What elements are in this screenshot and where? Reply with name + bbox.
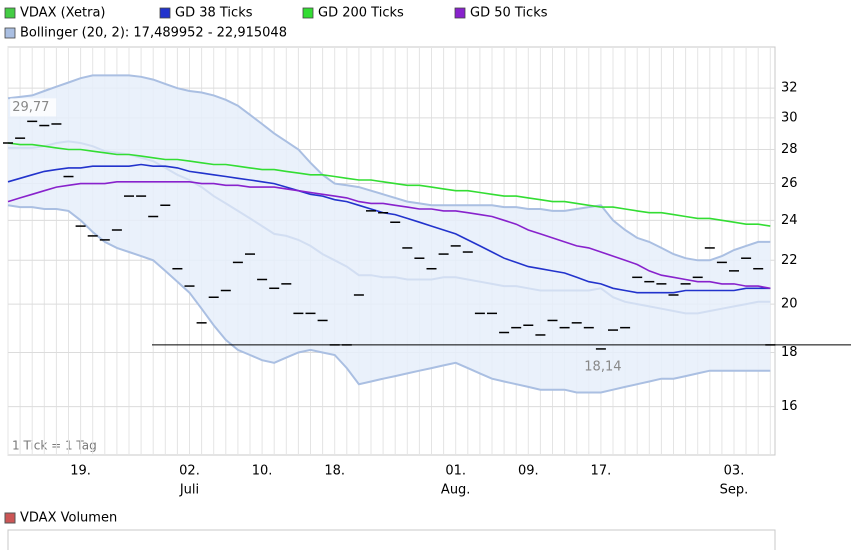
y-tick-label: 28 [781, 142, 798, 157]
legend-swatch [4, 7, 16, 19]
label-box [10, 98, 57, 117]
moving-average [7, 142, 771, 227]
y-tick-label: 18 [781, 345, 798, 360]
x-tick-label: 10. [252, 464, 273, 479]
legend-label: VDAX (Xetra) [20, 6, 105, 21]
legend-swatch [302, 7, 314, 19]
bollinger-area [8, 75, 771, 393]
x-tick-sublabel: Juli [179, 483, 199, 498]
x-tick-label: 09. [518, 464, 539, 479]
legend-label: GD 200 Ticks [318, 6, 404, 21]
x-tick-sublabel: Sep. [720, 483, 749, 498]
legend-label: GD 50 Ticks [470, 6, 548, 21]
x-tick-label: 02. [179, 464, 200, 479]
x-tick-sublabel: Aug. [441, 483, 471, 498]
y-tick-label: 16 [781, 399, 798, 414]
legend-swatch [454, 7, 466, 19]
legend-label: GD 38 Ticks [175, 6, 253, 21]
bollinger-middle [8, 140, 771, 315]
y-tick-label: 24 [781, 213, 798, 228]
volume-title: VDAX Volumen [20, 511, 117, 526]
moving-average [7, 163, 771, 294]
x-tick-label: 19. [70, 464, 91, 479]
y-tick-label: 22 [781, 253, 798, 268]
note: 1 Tick = 1 Tag [12, 439, 97, 453]
bollinger-upper [7, 74, 771, 262]
x-tick-label: 17. [591, 464, 612, 479]
value-label: 18,14 [584, 359, 621, 374]
x-tick-label: 01. [445, 464, 466, 479]
y-tick-label: 30 [781, 110, 798, 125]
legend-swatch [4, 27, 16, 39]
value-label: 29,77 [12, 100, 49, 115]
legend-swatch [159, 7, 171, 19]
moving-average [7, 181, 771, 290]
y-tick-label: 26 [781, 176, 798, 191]
x-tick-label: 03. [724, 464, 745, 479]
x-tick-label: 18. [324, 464, 345, 479]
bollinger-lower [7, 204, 771, 394]
legend-label: Bollinger (20, 2): 17,489952 - 22,915048 [20, 26, 287, 41]
volume-legend-swatch [4, 512, 16, 524]
volume-area [7, 529, 776, 550]
y-tick-label: 20 [781, 297, 798, 312]
y-tick-label: 32 [781, 81, 798, 96]
